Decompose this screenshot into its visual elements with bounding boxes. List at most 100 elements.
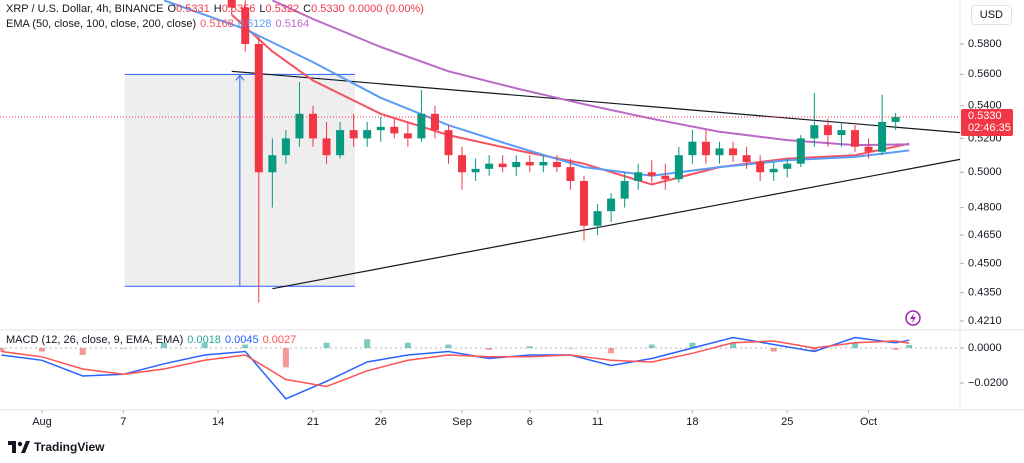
candle-body [661, 175, 670, 180]
price-change: 0.0000 (0.00%) [348, 3, 424, 15]
macd-histogram-bar [0, 348, 5, 352]
candle-body [322, 138, 331, 156]
macd-histogram-bar [608, 348, 615, 354]
macd-legend: MACD (12, 26, close, 9, EMA, EMA) 0.0018 0… [6, 333, 300, 348]
macd-value: 0.0045 [224, 334, 259, 346]
alert-icon[interactable] [905, 310, 921, 326]
candle-body [742, 155, 751, 162]
candle-body [891, 117, 900, 122]
x-tick-label: Oct [860, 416, 877, 428]
candle-body [688, 141, 697, 156]
ema-value: 0.5128 [237, 18, 272, 30]
macd-histogram-bar [160, 342, 167, 349]
brand-logo [8, 441, 30, 453]
candle-body [864, 146, 873, 152]
ohlc-value: 0.5356 [221, 3, 256, 15]
candle-body [674, 155, 683, 180]
candle-body [498, 163, 507, 168]
x-tick-label: 21 [307, 416, 319, 428]
ohlc-label: C [303, 3, 312, 15]
x-tick-label: 26 [375, 416, 387, 428]
macd-value: 0.0018 [187, 334, 221, 346]
candle-body [715, 148, 724, 156]
candle-body [783, 163, 792, 169]
y-tick-label: 0.4650 [968, 229, 1002, 241]
ohlc-label: O [167, 3, 177, 15]
macd-line [1, 336, 910, 400]
candle-body [796, 138, 805, 164]
price-legend: XRP / U.S. Dollar, 4h, BINANCE O0.5331 H0.… [6, 2, 428, 17]
candle-body [254, 44, 263, 173]
x-tick-label: 25 [781, 416, 793, 428]
candle-body [634, 172, 643, 181]
y-tick-label: −0.0200 [968, 377, 1008, 389]
candle-body [566, 167, 575, 181]
macd-histogram-bar [242, 344, 249, 349]
macd-histogram-bar [201, 342, 208, 349]
candle-body [850, 130, 859, 147]
candle-body [769, 168, 778, 173]
y-tick-label: 0.5000 [968, 166, 1002, 178]
macd-histogram-bar [364, 339, 371, 349]
ema-value: 0.5168 [200, 18, 234, 30]
candle-body [647, 172, 656, 176]
candle-body [471, 168, 480, 173]
ema-title: EMA (50, close, 100, close, 200, close) [6, 18, 197, 30]
macd-pane [0, 336, 960, 400]
x-tick-label: 14 [212, 416, 224, 428]
candle-body [810, 125, 819, 139]
macd-histogram-bar [282, 348, 289, 368]
candle-body [756, 161, 765, 173]
macd-histogram-bar [811, 348, 818, 352]
macd-histogram-bar [526, 346, 533, 349]
candle-body [823, 125, 832, 136]
x-tick-label: 18 [686, 416, 698, 428]
macd-histogram-bar [323, 342, 330, 349]
candle-body [729, 148, 738, 156]
price-pane [0, 0, 960, 303]
candle-body [444, 130, 453, 156]
macd-value: 0.0027 [262, 334, 297, 346]
macd-histogram-bar [648, 344, 655, 349]
candle-body [837, 130, 846, 136]
x-tick-label: 6 [527, 416, 533, 428]
brand-name: TradingView [34, 440, 105, 454]
candle-body [376, 126, 385, 131]
ema-legend: EMA (50, close, 100, close, 200, close) 0… [6, 17, 313, 32]
macd-histogram-bar [730, 342, 737, 349]
candle-body [878, 121, 887, 152]
y-tick-label: 0.4210 [968, 315, 1002, 327]
ema-line [271, 0, 910, 147]
candle-body [525, 161, 534, 166]
candle-body [620, 180, 629, 199]
brand: TradingView [8, 440, 104, 454]
candle-body [241, 7, 250, 45]
macd-histogram-bar [892, 348, 899, 350]
x-tick-label: 11 [592, 416, 603, 428]
x-tick-label: Aug [32, 416, 52, 428]
macd-histogram-bar [906, 344, 913, 349]
x-tick-label: Sep [452, 416, 472, 428]
candle-body [607, 198, 616, 212]
candle-body [430, 113, 439, 131]
y-tick-label: 0.5800 [968, 38, 1002, 50]
candle-body [281, 138, 290, 156]
currency-button[interactable]: USD [970, 5, 1012, 25]
candle-body [552, 161, 561, 168]
candle-body [268, 155, 277, 173]
trendline [231, 70, 960, 134]
macd-title: MACD (12, 26, close, 9, EMA, EMA) [6, 334, 184, 346]
macd-line [1, 340, 910, 388]
candle-body [593, 211, 602, 226]
y-tick-label: 0.5600 [968, 68, 1002, 80]
candle-body [417, 113, 426, 139]
ohlc-label: L [259, 3, 266, 15]
ohlc-value: 0.5331 [176, 3, 210, 15]
macd-histogram-bar [851, 342, 858, 349]
candle-body [308, 113, 317, 139]
candle-body [458, 155, 467, 173]
macd-histogram-bar [445, 344, 452, 349]
y-tick-label: 0.4500 [968, 257, 1002, 269]
y-tick-label: 0.0000 [968, 342, 1002, 354]
